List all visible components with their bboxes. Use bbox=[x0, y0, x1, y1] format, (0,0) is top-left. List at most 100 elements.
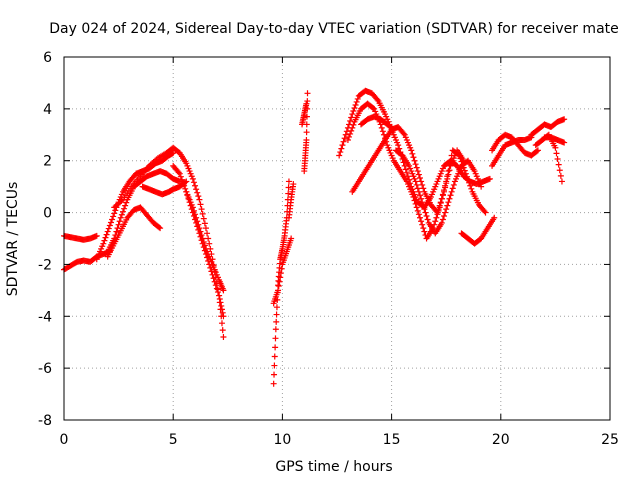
data-point bbox=[277, 270, 284, 277]
data-point bbox=[402, 166, 409, 173]
data-point bbox=[409, 150, 416, 157]
data-point bbox=[212, 282, 219, 289]
data-point bbox=[438, 195, 445, 202]
data-point bbox=[197, 201, 204, 208]
data-point bbox=[446, 195, 453, 202]
data-point bbox=[290, 181, 297, 188]
data-point bbox=[414, 207, 421, 214]
data-point bbox=[395, 142, 402, 149]
data-point bbox=[303, 129, 310, 136]
series-track-y bbox=[541, 134, 568, 146]
x-tick-label: 20 bbox=[492, 432, 510, 448]
data-point bbox=[193, 214, 200, 221]
data-point bbox=[193, 186, 200, 193]
grid-lines bbox=[64, 57, 610, 420]
data-point bbox=[195, 193, 202, 200]
data-point bbox=[416, 175, 423, 181]
data-point bbox=[123, 199, 130, 206]
data-point bbox=[201, 220, 208, 227]
data-point bbox=[271, 362, 278, 369]
data-point bbox=[416, 192, 423, 199]
data-point bbox=[389, 125, 396, 132]
data-point bbox=[446, 167, 453, 174]
series-track-m bbox=[301, 90, 311, 175]
data-point bbox=[220, 313, 227, 320]
data-point bbox=[197, 228, 204, 235]
data-point bbox=[450, 181, 457, 188]
data-point bbox=[220, 334, 227, 341]
data-point bbox=[420, 202, 427, 209]
data-point bbox=[338, 145, 345, 152]
data-point bbox=[194, 218, 201, 225]
data-point bbox=[192, 182, 199, 189]
y-tick-label: -6 bbox=[38, 361, 52, 377]
data-point bbox=[557, 172, 564, 179]
data-point bbox=[175, 169, 182, 176]
series-track-r bbox=[358, 113, 397, 133]
data-point bbox=[478, 183, 485, 190]
data-point bbox=[275, 287, 282, 294]
x-tick-label: 25 bbox=[601, 432, 619, 448]
data-point bbox=[412, 178, 419, 185]
x-tick-label: 5 bbox=[169, 432, 178, 448]
data-point bbox=[218, 302, 225, 309]
data-point bbox=[411, 157, 418, 164]
data-point bbox=[349, 111, 356, 118]
data-point bbox=[491, 214, 498, 221]
data-point bbox=[436, 202, 443, 209]
data-point bbox=[444, 175, 451, 182]
data-point bbox=[419, 221, 426, 228]
data-point bbox=[374, 96, 381, 103]
data-point bbox=[390, 126, 397, 133]
data-point bbox=[304, 90, 311, 97]
data-point bbox=[285, 190, 292, 197]
data-point bbox=[204, 230, 211, 237]
data-point bbox=[198, 206, 205, 213]
data-point bbox=[556, 167, 563, 174]
y-tick-label: -8 bbox=[38, 413, 52, 429]
data-point bbox=[206, 240, 213, 247]
data-point bbox=[121, 205, 128, 212]
data-point bbox=[468, 185, 475, 192]
data-point bbox=[441, 188, 448, 195]
data-point bbox=[157, 225, 164, 232]
data-point bbox=[271, 353, 278, 360]
data-point bbox=[415, 171, 422, 178]
data-point bbox=[103, 231, 110, 238]
data-point bbox=[118, 211, 125, 218]
data-point bbox=[445, 171, 452, 178]
data-point bbox=[183, 178, 190, 185]
data-point bbox=[420, 185, 427, 192]
data-point bbox=[481, 208, 488, 215]
data-point bbox=[216, 292, 223, 299]
data-point bbox=[276, 278, 283, 285]
axes: 0 5 10 15 20 25 -8 -6 -4 -2 0 2 4 6 bbox=[38, 50, 619, 448]
series-track-t bbox=[458, 214, 498, 247]
data-point bbox=[418, 218, 425, 225]
data-point bbox=[344, 136, 351, 143]
data-point bbox=[414, 185, 421, 192]
y-tick-label: 0 bbox=[43, 206, 52, 222]
y-tick-label: 4 bbox=[43, 102, 52, 118]
data-point bbox=[285, 178, 292, 185]
data-point bbox=[208, 268, 215, 275]
series-track-l bbox=[285, 181, 297, 221]
data-point bbox=[109, 216, 116, 223]
data-point bbox=[217, 299, 224, 306]
data-point bbox=[347, 117, 354, 124]
data-point bbox=[438, 219, 445, 226]
series-track-f bbox=[139, 178, 190, 198]
data-point bbox=[441, 213, 448, 220]
data-point bbox=[115, 221, 122, 228]
data-point bbox=[553, 150, 560, 157]
data-point bbox=[101, 237, 108, 244]
data-point bbox=[285, 184, 292, 191]
data-point bbox=[348, 127, 355, 134]
y-tick-label: 2 bbox=[43, 154, 52, 170]
data-point bbox=[424, 216, 431, 223]
data-point bbox=[216, 296, 223, 302]
plot-frame bbox=[63, 56, 611, 421]
data-point bbox=[435, 206, 442, 213]
